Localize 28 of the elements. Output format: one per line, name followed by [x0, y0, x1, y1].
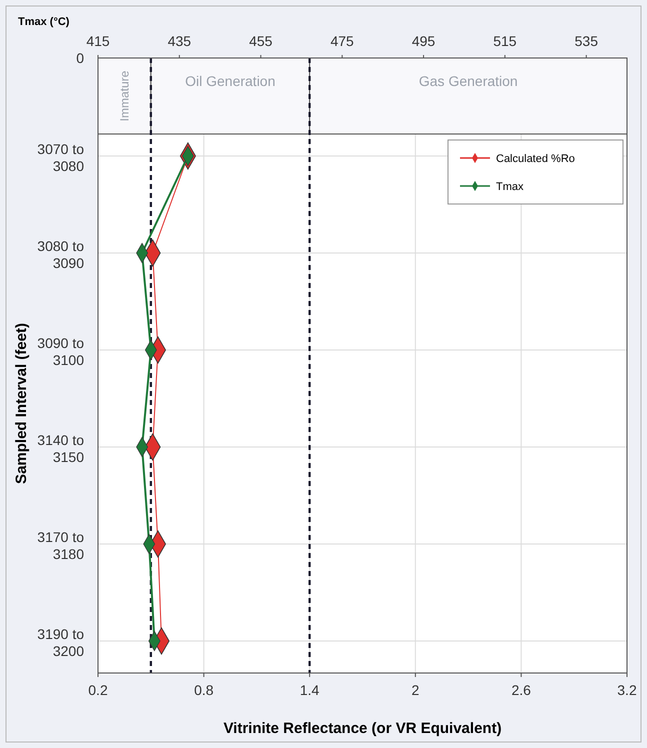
- x2-tick-label: 415: [86, 33, 110, 49]
- text: 0: [76, 50, 84, 66]
- x2-axis-title: Tmax (°C): [18, 16, 70, 28]
- y-tick-label: 3070 to 3080: [37, 141, 84, 174]
- x2-tick-label: 515: [493, 33, 517, 49]
- y-tick-label: 3080 to 3090: [37, 238, 84, 271]
- x-axis-title: Vitrinite Reflectance (or VR Equivalent): [223, 720, 502, 737]
- x2-tick-label: 475: [330, 33, 354, 49]
- x2-tick-label: 495: [412, 33, 436, 49]
- y-tick-label: 3190 to 3200: [37, 626, 84, 659]
- x-tick-label: 1.4: [300, 682, 320, 698]
- band-label: Immature: [117, 70, 132, 122]
- x-tick-label: 0.2: [88, 682, 108, 698]
- x-tick-label: 3.2: [617, 682, 637, 698]
- x-tick-label: 2.6: [511, 682, 532, 698]
- x2-tick-label: 535: [574, 33, 598, 49]
- y-axis-title: Sampled Interval (feet): [13, 323, 30, 484]
- legend-label: Calculated %Ro: [496, 153, 575, 165]
- band-label: Oil Generation: [185, 73, 276, 89]
- y-tick-label: 3140 to 3150: [37, 432, 84, 465]
- x-tick-label: 2: [412, 682, 420, 698]
- x2-tick-label: 455: [249, 33, 273, 49]
- x-tick-label: 0.8: [194, 682, 214, 698]
- y-tick-label: 3090 to 3100: [37, 335, 84, 368]
- legend-label: Tmax: [496, 181, 524, 193]
- band-label: Gas Generation: [418, 73, 518, 89]
- y-tick-label: 3170 to 3180: [37, 529, 84, 562]
- x2-tick-label: 435: [168, 33, 192, 49]
